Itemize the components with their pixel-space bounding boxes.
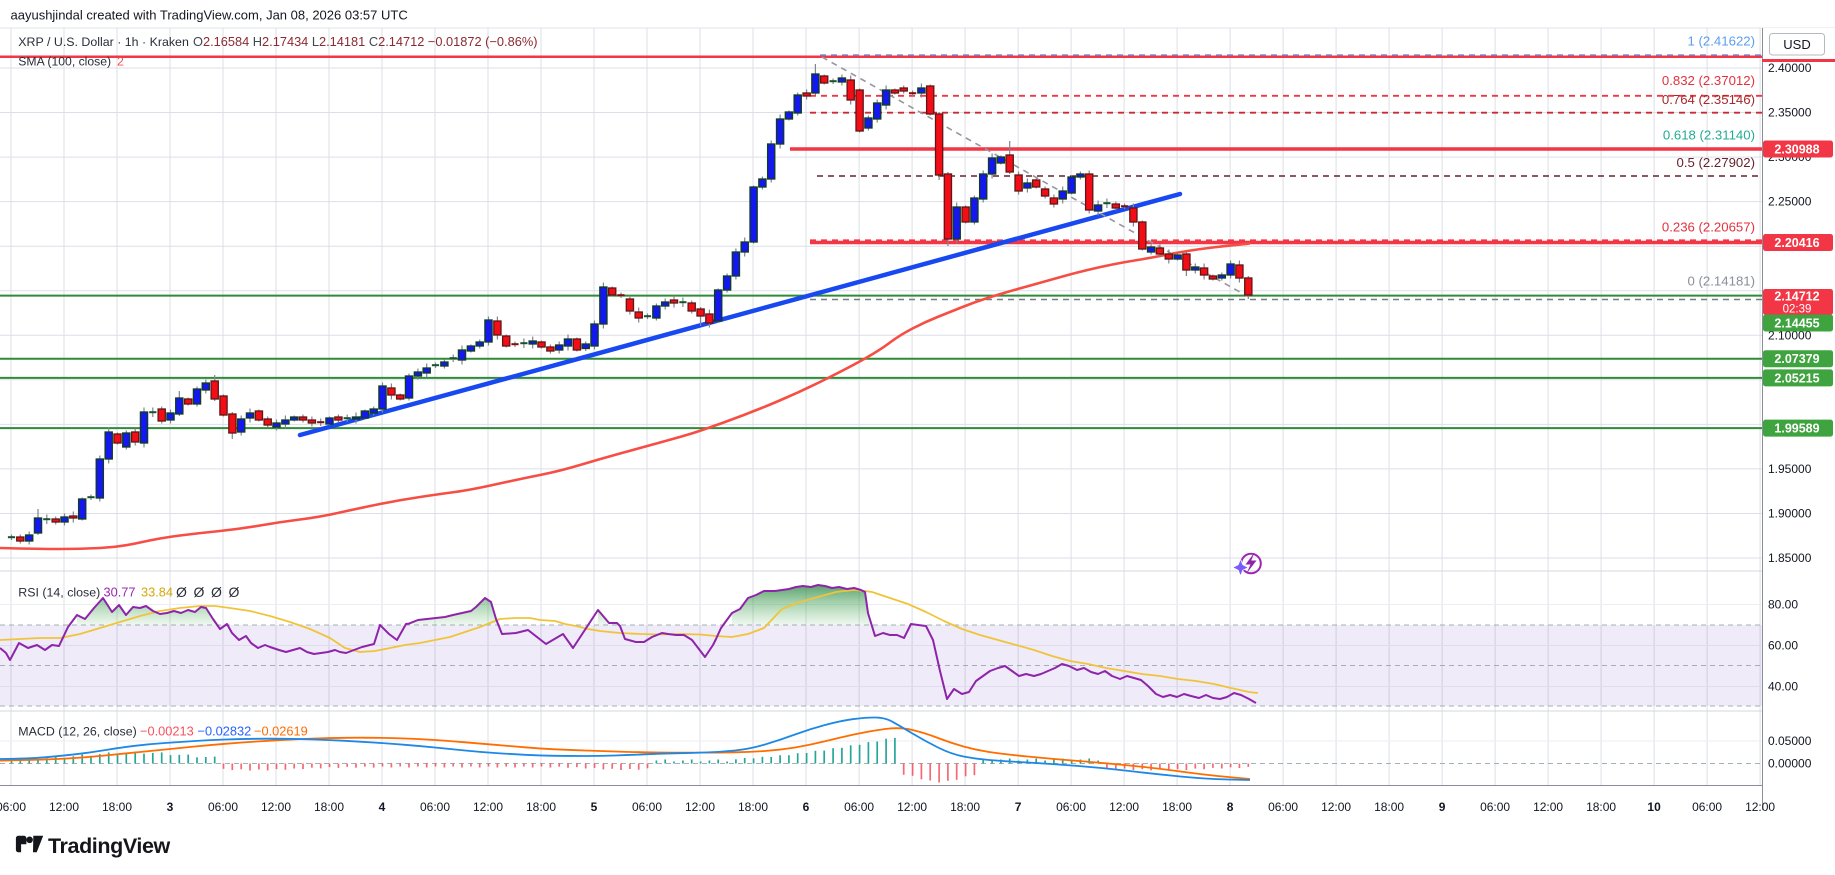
svg-text:Ø: Ø (229, 584, 240, 600)
svg-text:Ø: Ø (211, 584, 222, 600)
svg-text:18:00: 18:00 (102, 800, 132, 814)
svg-text:XRP / U.S. Dollar · 1h · Krake: XRP / U.S. Dollar · 1h · Kraken (18, 35, 189, 49)
svg-text:06:00: 06:00 (1692, 800, 1722, 814)
svg-text:18:00: 18:00 (314, 800, 344, 814)
svg-text:aayushjindal created with Trad: aayushjindal created with TradingView.co… (11, 7, 408, 22)
svg-text:1.95000: 1.95000 (1768, 462, 1812, 476)
svg-text:TradingView: TradingView (48, 834, 171, 858)
svg-text:06:00: 06:00 (1056, 800, 1086, 814)
svg-text:2.14455: 2.14455 (1774, 317, 1819, 331)
svg-text:−0.02832: −0.02832 (198, 724, 252, 739)
svg-text:1.85000: 1.85000 (1768, 551, 1812, 565)
svg-text:12:00: 12:00 (1533, 800, 1563, 814)
svg-text:06:00: 06:00 (1268, 800, 1298, 814)
svg-text:1 (2.41622): 1 (2.41622) (1688, 34, 1755, 49)
svg-text:06:00: 06:00 (420, 800, 450, 814)
svg-text:06:00: 06:00 (208, 800, 238, 814)
svg-text:40.00: 40.00 (1768, 680, 1798, 694)
svg-text:0.618 (2.31140): 0.618 (2.31140) (1663, 128, 1755, 143)
svg-text:Ø: Ø (194, 584, 205, 600)
svg-text:18:00: 18:00 (950, 800, 980, 814)
svg-text:−0.00213: −0.00213 (140, 724, 194, 739)
svg-text:2.10000: 2.10000 (1768, 328, 1812, 342)
svg-text:Ø: Ø (176, 584, 187, 600)
svg-text:0.05000: 0.05000 (1768, 734, 1812, 748)
svg-text:06:00: 06:00 (1480, 800, 1510, 814)
svg-text:0.00000: 0.00000 (1768, 757, 1812, 771)
svg-text:18:00: 18:00 (1374, 800, 1404, 814)
svg-text:2.14712: 2.14712 (1774, 290, 1819, 304)
svg-text:1.99589: 1.99589 (1774, 422, 1819, 436)
svg-text:12:00: 12:00 (685, 800, 715, 814)
svg-text:10: 10 (1647, 800, 1661, 814)
svg-text:0 (2.14181): 0 (2.14181) (1688, 274, 1755, 289)
svg-text:2.05215: 2.05215 (1774, 371, 1819, 385)
svg-text:12:00: 12:00 (1109, 800, 1139, 814)
svg-text:0.764 (2.35146): 0.764 (2.35146) (1662, 92, 1755, 107)
svg-text:O2.16584 H2.17434 L2.14181 C2.: O2.16584 H2.17434 L2.14181 C2.14712 −0.0… (193, 34, 537, 49)
svg-text:1.90000: 1.90000 (1768, 507, 1812, 521)
svg-text:2.07379: 2.07379 (1774, 352, 1819, 366)
svg-text:12:00: 12:00 (1745, 800, 1775, 814)
svg-text:2.20416: 2.20416 (1774, 236, 1819, 250)
svg-text:2.30988: 2.30988 (1774, 143, 1819, 157)
svg-text:06:00: 06:00 (632, 800, 662, 814)
svg-text:0.832 (2.37012): 0.832 (2.37012) (1662, 73, 1755, 88)
svg-text:60.00: 60.00 (1768, 639, 1798, 653)
svg-text:3: 3 (167, 800, 174, 814)
svg-text:18:00: 18:00 (1586, 800, 1616, 814)
svg-text:18:00: 18:00 (526, 800, 556, 814)
svg-text:8: 8 (1227, 800, 1234, 814)
svg-text:2.25000: 2.25000 (1768, 195, 1812, 209)
svg-text:80.00: 80.00 (1768, 598, 1798, 612)
svg-text:2.40000: 2.40000 (1768, 61, 1812, 75)
svg-text:06:00: 06:00 (844, 800, 874, 814)
svg-text:4: 4 (379, 800, 386, 814)
svg-text:30.77: 30.77 (104, 585, 136, 600)
svg-text:12:00: 12:00 (473, 800, 503, 814)
svg-text:12:00: 12:00 (1321, 800, 1351, 814)
svg-text:6: 6 (803, 800, 810, 814)
svg-text:2: 2 (117, 55, 124, 69)
svg-text:12:00: 12:00 (261, 800, 291, 814)
svg-text:12:00: 12:00 (897, 800, 927, 814)
svg-text:2.35000: 2.35000 (1768, 106, 1812, 120)
svg-text:18:00: 18:00 (738, 800, 768, 814)
svg-text:9: 9 (1439, 800, 1446, 814)
svg-text:0.236 (2.20657): 0.236 (2.20657) (1662, 220, 1755, 235)
svg-text:−0.02619: −0.02619 (254, 724, 308, 739)
svg-text:12:00: 12:00 (49, 800, 79, 814)
svg-text:02:39: 02:39 (1783, 304, 1812, 316)
svg-text:33.84: 33.84 (141, 585, 173, 600)
svg-text:18:00: 18:00 (1162, 800, 1192, 814)
svg-text:RSI (14, close): RSI (14, close) (18, 586, 100, 600)
svg-text:SMA (100, close): SMA (100, close) (18, 55, 111, 69)
svg-text:7: 7 (1015, 800, 1022, 814)
svg-text:USD: USD (1783, 37, 1810, 52)
svg-text:0.5 (2.27902): 0.5 (2.27902) (1677, 155, 1755, 170)
svg-text:06:00: 06:00 (0, 800, 26, 814)
svg-text:MACD (12, 26, close): MACD (12, 26, close) (18, 725, 136, 739)
svg-text:5: 5 (591, 800, 598, 814)
